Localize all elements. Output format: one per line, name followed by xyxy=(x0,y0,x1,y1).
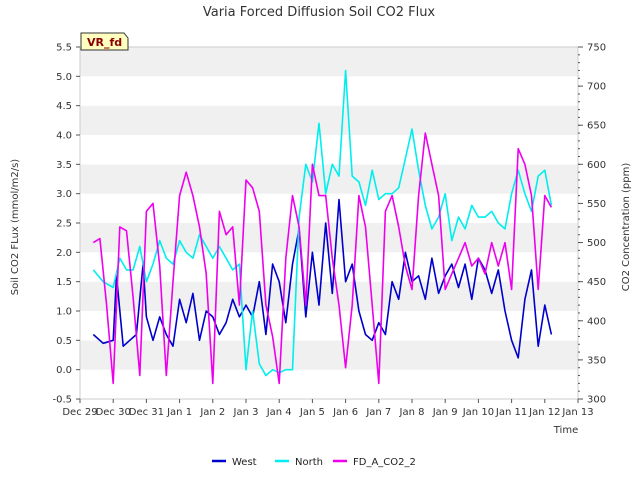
left-axis-label: Soil CO2 FLux (mmol/m2/s) xyxy=(10,159,21,296)
right-tick-label: 650 xyxy=(587,121,606,132)
legend-label: West xyxy=(232,457,257,468)
grid-band xyxy=(80,369,578,399)
right-axis-label: CO2 Concentration (ppm) xyxy=(621,163,632,292)
x-tick-label: Jan 9 xyxy=(432,407,458,418)
right-tick-label: 750 xyxy=(587,43,606,54)
chart-title: Varia Forced Diffusion Soil CO2 Flux xyxy=(203,5,436,20)
x-tick-label: Jan 2 xyxy=(199,407,225,418)
grid-band xyxy=(80,105,578,135)
x-tick-label: Jan 12 xyxy=(528,407,560,418)
right-tick-label: 350 xyxy=(587,355,606,366)
grid-band xyxy=(80,340,578,370)
left-tick-label: 0.5 xyxy=(56,336,72,347)
x-tick-label: Jan 10 xyxy=(462,407,494,418)
series-lines xyxy=(92,69,553,385)
x-tick-label: Jan 6 xyxy=(332,407,358,418)
x-tick-label: Jan 4 xyxy=(266,407,292,418)
x-tick-label: Jan 11 xyxy=(495,407,527,418)
x-tick-label: Jan 5 xyxy=(299,407,325,418)
left-tick-label: 4.0 xyxy=(56,131,72,142)
right-tick-label: 450 xyxy=(587,277,606,288)
left-tick-label: 2.0 xyxy=(56,248,72,259)
left-tick-label: 2.5 xyxy=(56,219,72,230)
left-tick-label: 3.5 xyxy=(56,160,72,171)
grid-band xyxy=(80,281,578,311)
legend-label: FD_A_CO2_2 xyxy=(353,457,416,468)
right-tick-label: 600 xyxy=(587,160,606,171)
right-tick-label: 500 xyxy=(587,238,606,249)
station-badge: VR_fd xyxy=(80,32,129,51)
left-tick-label: 3.0 xyxy=(56,189,72,200)
x-tick-label: Jan 7 xyxy=(365,407,391,418)
right-axis-ticks: 300 350 400 450 500 550 600 650 700 750 xyxy=(578,43,606,406)
left-axis-ticks: -0.5 0.0 0.5 1.0 1.5 2.0 2.5 3.0 3.5 4.0 4.5 5.0 5.5 xyxy=(52,43,80,406)
x-tick-label: Jan 8 xyxy=(399,407,425,418)
badge-box xyxy=(80,32,129,51)
grid-band xyxy=(80,76,578,106)
x-tick-label: Dec 30 xyxy=(96,407,131,418)
badge-label: VR_fd xyxy=(87,36,122,49)
x-axis-label: Time xyxy=(553,425,578,436)
legend-label: North xyxy=(295,457,323,468)
right-tick-label: 550 xyxy=(587,199,606,210)
series-line-west xyxy=(92,198,553,359)
x-tick-label: Jan 3 xyxy=(233,407,259,418)
left-tick-label: 1.5 xyxy=(56,277,72,288)
x-tick-label: Jan 13 xyxy=(561,407,593,418)
right-tick-label: 700 xyxy=(587,82,606,93)
left-tick-label: 5.0 xyxy=(56,72,72,83)
right-tick-label: 400 xyxy=(587,316,606,327)
left-tick-label: 1.0 xyxy=(56,307,72,318)
grid-band xyxy=(80,135,578,165)
series-line-fd-a-co2-2 xyxy=(92,132,553,385)
grid-band xyxy=(80,47,578,77)
x-tick-label: Dec 31 xyxy=(129,407,164,418)
plot-background xyxy=(80,47,578,399)
x-tick-label: Jan 1 xyxy=(166,407,192,418)
x-tick-label: Dec 29 xyxy=(62,407,97,418)
right-tick-label: 300 xyxy=(587,395,606,406)
left-tick-label: 5.5 xyxy=(56,43,72,54)
left-tick-label: 4.5 xyxy=(56,101,72,112)
left-tick-label: -0.5 xyxy=(52,395,72,406)
left-tick-label: 0.0 xyxy=(56,365,72,376)
legend: West North FD_A_CO2_2 xyxy=(212,457,416,468)
